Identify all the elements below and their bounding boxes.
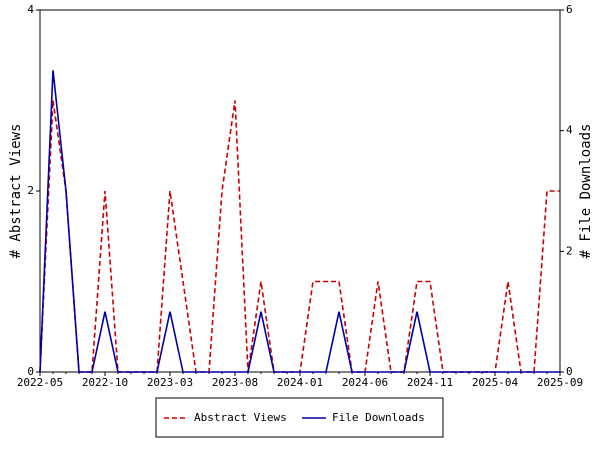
y2-tick-label: 0 [566, 365, 573, 378]
legend-label: Abstract Views [194, 411, 287, 424]
x-tick-label: 2023-03 [147, 376, 193, 389]
legend-label: File Downloads [332, 411, 425, 424]
y2-axis-title: # File Downloads [578, 124, 594, 259]
y-tick-label: 2 [27, 184, 34, 197]
y-tick-label: 4 [27, 3, 34, 16]
y2-tick-label: 4 [566, 124, 573, 137]
x-tick-label: 2023-08 [212, 376, 258, 389]
x-tick-label: 2025-09 [537, 376, 583, 389]
legend [155, 397, 444, 438]
y-axis-title: # Abstract Views [8, 124, 24, 259]
x-tick-label: 2024-06 [342, 376, 388, 389]
series-line [39, 70, 560, 373]
y2-tick-label: 6 [566, 3, 573, 16]
y-tick-label: 0 [27, 365, 34, 378]
plot-frame [39, 9, 561, 373]
x-tick-label: 2024-01 [277, 376, 323, 389]
x-tick-label: 2025-04 [472, 376, 519, 389]
series-line [39, 100, 560, 373]
x-tick-label: 2022-05 [17, 376, 63, 389]
x-tick-label: 2024-11 [407, 376, 453, 389]
y2-tick-label: 2 [566, 244, 573, 257]
x-tick-label: 2022-10 [82, 376, 128, 389]
